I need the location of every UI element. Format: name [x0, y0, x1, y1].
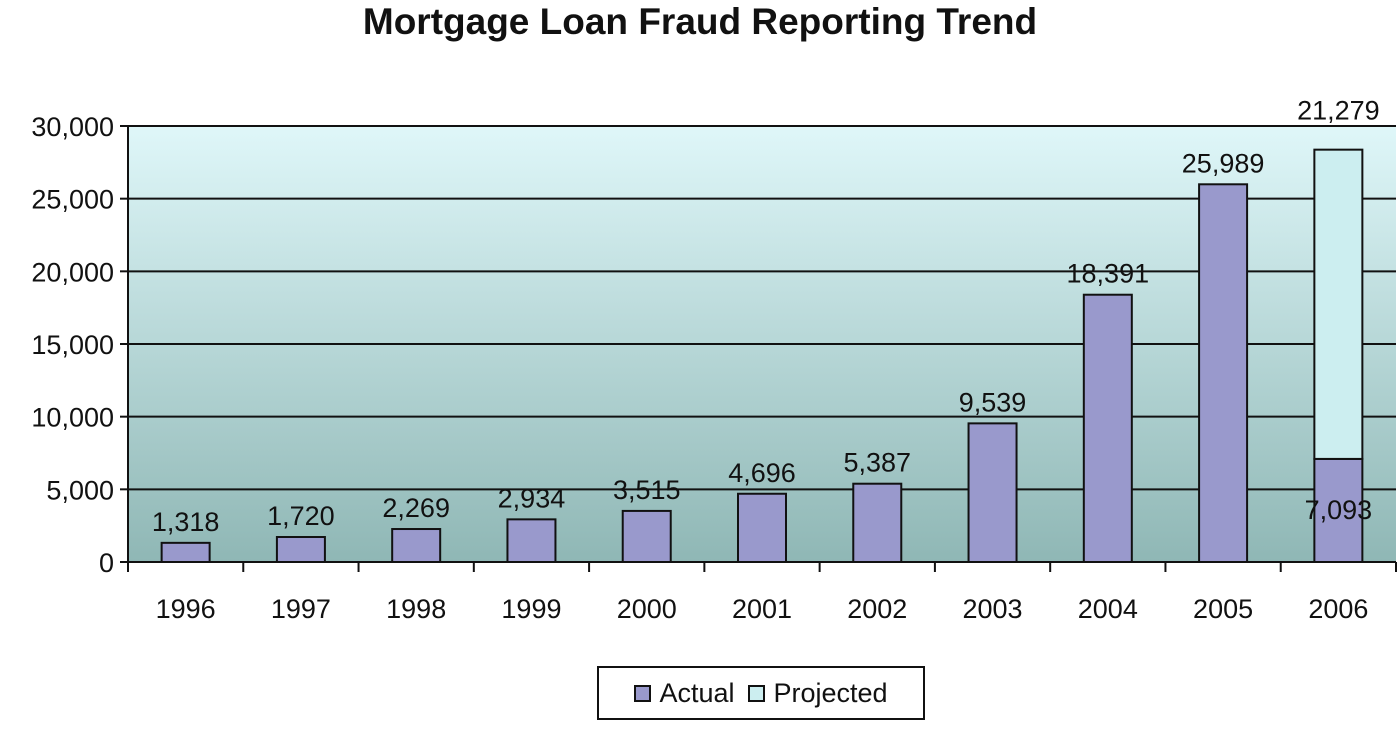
data-label-actual: 18,391: [1067, 259, 1150, 289]
x-tick-label: 2003: [963, 594, 1023, 624]
gridlines: [128, 125, 1396, 491]
legend-item-projected: Projected: [748, 677, 888, 709]
bar-actual-1999: [506, 518, 557, 563]
bar-actual-2003: [967, 422, 1018, 564]
y-tick-label: 5,000: [46, 475, 114, 505]
data-label-actual: 7,093: [1305, 495, 1373, 525]
data-label-actual: 3,515: [613, 475, 681, 505]
data-label-actual: 4,696: [728, 458, 796, 488]
x-tick-label: 1999: [501, 594, 561, 624]
legend-label-projected: Projected: [773, 677, 888, 708]
x-tick-label: 1998: [386, 594, 446, 624]
y-tick-label: 15,000: [31, 330, 114, 360]
x-tick-label: 2000: [617, 594, 677, 624]
bar-actual-1998: [391, 528, 442, 563]
data-label-actual: 1,318: [152, 507, 220, 537]
data-label-projected: 21,279: [1297, 96, 1380, 126]
bar-actual-2004: [1082, 293, 1133, 563]
x-tick-label: 2004: [1078, 594, 1138, 624]
legend-label-actual: Actual: [659, 677, 735, 708]
data-label-actual: 25,989: [1182, 148, 1265, 178]
x-tick-label: 1996: [156, 594, 216, 624]
bar-actual-2001: [737, 492, 787, 563]
data-label-actual: 5,387: [843, 448, 911, 478]
bar-projected-2006: [1313, 148, 1364, 460]
bar-actual-2000: [621, 509, 672, 564]
bar-actual-1996: [160, 541, 211, 564]
bar-actual-1997: [275, 536, 326, 564]
chart-title: Mortgage Loan Fraud Reporting Trend: [362, 1, 1038, 42]
x-tick-label: 2005: [1193, 594, 1253, 624]
y-tick-label: 0: [99, 548, 114, 578]
y-tick-label: 25,000: [31, 185, 114, 215]
data-label-actual: 9,539: [959, 387, 1027, 417]
legend-swatch-actual: [634, 684, 652, 702]
bar-actual-2005: [1198, 183, 1249, 563]
y-tick-label: 30,000: [31, 112, 114, 142]
legend: Actual Projected: [597, 666, 925, 720]
data-labels: 1,318 1,720 2,269 2,934 3,515 4,696 5,387 9,539…: [152, 96, 1380, 537]
y-tick-label: 20,000: [31, 257, 114, 287]
x-tick-label: 1997: [271, 594, 331, 624]
bar-actual-2002: [852, 482, 903, 563]
x-axis-ticks: 1996 1997 1998 1999 2000 2001 2002 2003 2004 2005…: [156, 594, 1369, 624]
y-axis-ticks: 0 5,000 10,000 15,000 20,000 25,000 30,000: [31, 112, 128, 578]
bars: [160, 148, 1364, 564]
data-label-actual: 1,720: [267, 501, 335, 531]
data-label-actual: 2,934: [498, 483, 566, 513]
legend-item-actual: Actual: [634, 678, 734, 709]
data-label-actual: 2,269: [382, 493, 450, 523]
x-tick-label: 2006: [1308, 594, 1368, 624]
y-tick-label: 10,000: [31, 403, 114, 433]
legend-swatch-projected: [748, 684, 766, 702]
bar-actual-2006: [1313, 457, 1364, 563]
x-tick-label: 2001: [732, 594, 792, 624]
x-tick-label: 2002: [847, 594, 907, 624]
